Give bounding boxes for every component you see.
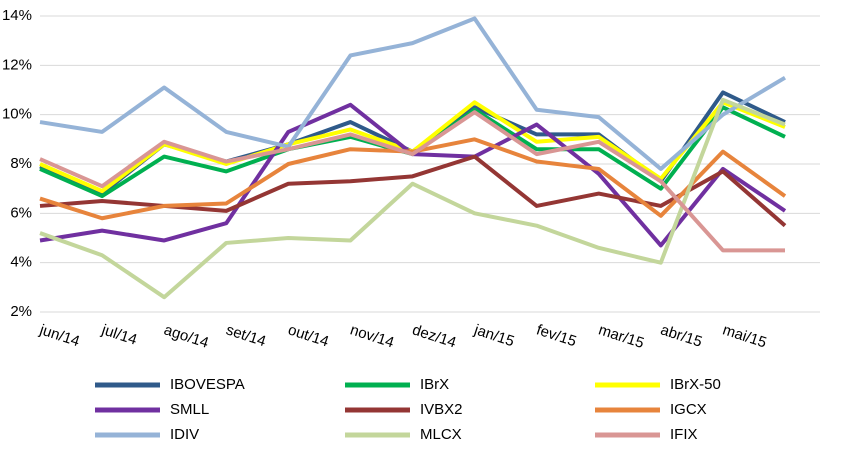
legend-label: SMLL [170,401,209,418]
series-line [39,137,787,221]
x-tick-label: mai/15 [721,321,769,351]
legend-label: IGCX [670,401,707,418]
series-line [39,16,787,171]
y-tick-label: 12% [2,56,32,73]
x-tick-label: nov/14 [348,321,396,351]
legend-label: IVBX2 [420,401,463,418]
x-tick-label: jun/14 [37,321,82,350]
y-tick-label: 8% [10,155,32,172]
x-tick-label: abr/15 [658,321,704,350]
x-tick-label: jan/15 [471,321,516,350]
series-line [39,90,786,196]
legend-label: IFIX [670,426,698,443]
y-tick-label: 4% [10,254,32,271]
x-tick-label: jul/14 [99,321,139,349]
x-tick-label: mar/15 [596,321,646,352]
x-tick-label: ago/14 [162,321,211,351]
legend-label: IBrX [420,376,449,393]
series-line [39,97,786,300]
series-line [39,110,785,253]
x-tick-label: fev/15 [534,321,578,350]
x-tick-label: dez/14 [410,321,458,351]
legend-label: IDIV [170,426,199,443]
legend-label: MLCX [420,426,462,443]
legend-label: IBOVESPA [170,376,245,393]
y-tick-label: 10% [2,106,32,123]
x-tick-label: out/14 [286,321,331,350]
x-tick-label: set/14 [224,321,268,350]
y-tick-label: 2% [10,303,32,320]
y-tick-label: 14% [2,7,32,24]
y-tick-label: 6% [10,204,32,221]
legend-label: IBrX-50 [670,376,721,393]
